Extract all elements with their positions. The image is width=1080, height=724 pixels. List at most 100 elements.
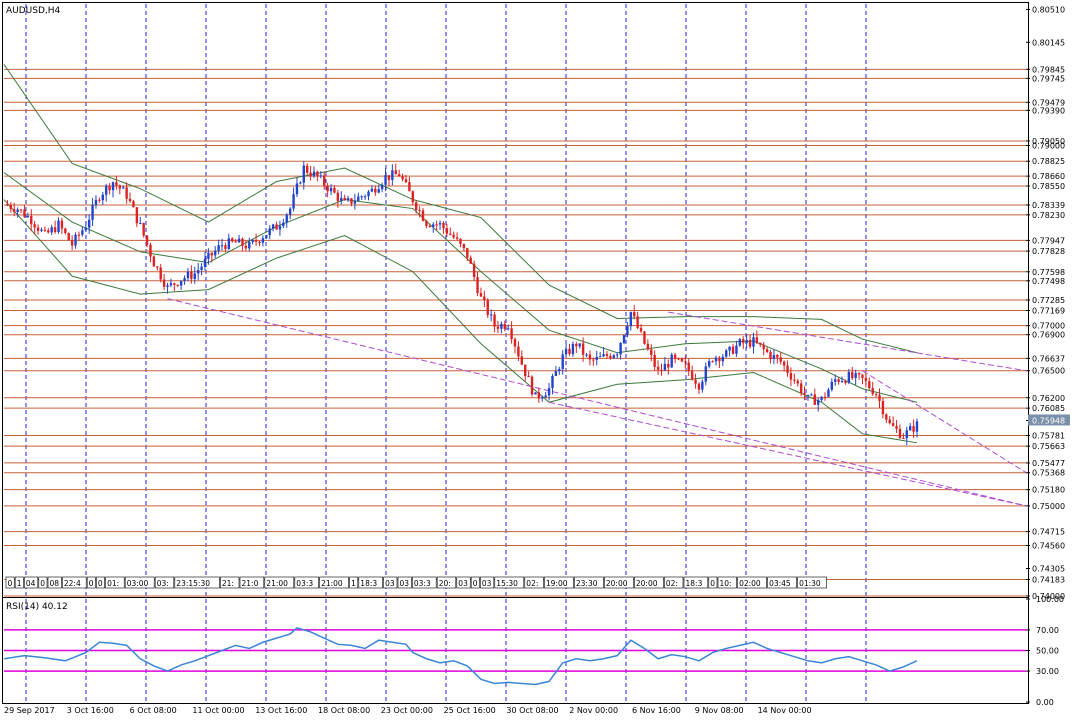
candle-body — [203, 258, 207, 267]
candle-body — [554, 371, 558, 377]
strip-box — [174, 576, 220, 589]
candle-body — [799, 383, 803, 394]
price-tick-label: 0.76500 — [1032, 367, 1065, 376]
candle-body — [26, 215, 30, 217]
price-tick-label: 0.75368 — [1032, 469, 1065, 478]
candle-body — [84, 227, 87, 231]
candle-body — [755, 337, 759, 343]
candle-body — [265, 235, 268, 239]
candle-body — [847, 372, 851, 383]
strip-box — [220, 576, 240, 589]
candle-body — [827, 389, 830, 397]
candle-body — [428, 225, 432, 227]
candle-body — [915, 421, 919, 432]
candle-body — [905, 430, 908, 439]
candle-body — [646, 343, 650, 350]
strip-label: 15:30 — [496, 579, 518, 588]
candle-body — [9, 205, 13, 210]
candle-body — [6, 204, 9, 206]
candle-body — [687, 362, 690, 372]
candle-body — [759, 342, 762, 345]
candle-body — [541, 397, 544, 399]
candle-body — [667, 364, 670, 368]
strip-label: 03:3 — [414, 579, 431, 588]
strip-box — [14, 576, 24, 589]
candle-body — [210, 252, 214, 256]
candle-body — [268, 228, 271, 236]
candle-body — [721, 356, 725, 362]
strip-box — [494, 576, 525, 589]
candle-body — [115, 182, 118, 186]
candle-body — [329, 187, 333, 192]
candle-body — [278, 226, 282, 230]
strip-label: 20:00 — [636, 579, 658, 588]
price-tick-label: 0.75477 — [1032, 459, 1065, 468]
rsi-axis: 100.00 70.00 50.00 30.00 0.00 — [1026, 595, 1064, 707]
strip-label: 19:00 — [546, 579, 568, 588]
candle-body — [772, 354, 776, 359]
candle-body — [697, 383, 701, 390]
strip-label: 03:3 — [296, 579, 313, 588]
candle-body — [868, 381, 871, 389]
price-tick-label: 0.74715 — [1032, 528, 1065, 537]
candle-body — [87, 219, 91, 228]
candle-body — [16, 209, 19, 212]
strip-box — [264, 576, 295, 589]
candle-body — [472, 263, 476, 278]
candle-body — [455, 237, 459, 239]
strip-box — [62, 576, 87, 589]
strip-box — [397, 576, 412, 589]
strip-label: 21:0 — [242, 579, 259, 588]
strip-box — [767, 576, 797, 589]
candle-body — [653, 354, 656, 367]
strip-box — [383, 576, 398, 589]
candle-body — [493, 314, 496, 327]
candle-body — [731, 346, 735, 354]
price-tick-label: 0.77169 — [1032, 306, 1065, 315]
candle-body — [47, 230, 50, 233]
price-tick-label: 0.78230 — [1032, 211, 1065, 220]
candle-body — [282, 222, 285, 227]
strip-label: 01:30 — [799, 579, 821, 588]
candle-body — [346, 198, 350, 201]
time-tick-label: 25 Oct 16:00 — [444, 706, 496, 715]
candle-body — [912, 426, 915, 432]
candle-body — [156, 266, 159, 268]
strip-box — [436, 576, 457, 589]
candle-body — [588, 354, 592, 360]
strip-label: 01: — [107, 579, 119, 588]
candle-body — [769, 351, 772, 359]
candle-body — [806, 394, 810, 396]
candle-body — [544, 395, 547, 398]
price-tick-label: 0.79050 — [1032, 137, 1065, 146]
candle-body — [442, 222, 445, 229]
candle-body — [149, 244, 152, 257]
candle-body — [251, 240, 254, 242]
candle-body — [707, 361, 711, 367]
candle-body — [690, 371, 694, 380]
candle-body — [74, 234, 77, 246]
candle-body — [745, 339, 748, 344]
strip-label: 0 — [40, 579, 45, 588]
candle-body — [820, 396, 823, 400]
price-tick-label: 0.80145 — [1032, 38, 1065, 47]
candle-body — [878, 394, 881, 401]
candle-body — [288, 208, 292, 215]
candle-body — [530, 376, 534, 395]
price-tick-label: 0.80510 — [1032, 5, 1065, 14]
trendline — [668, 311, 1027, 372]
strip-box — [38, 576, 48, 589]
strip-box — [319, 576, 349, 589]
candle-body — [145, 235, 149, 245]
strip-box — [47, 576, 62, 589]
candle-body — [336, 192, 340, 202]
candle-body — [595, 356, 598, 360]
strip-box — [683, 576, 709, 589]
price-tick-label: 0.75180 — [1032, 486, 1065, 495]
candle-body — [401, 176, 404, 180]
candle-body — [871, 388, 874, 395]
candle-body — [602, 354, 605, 357]
candle-body — [128, 198, 132, 202]
